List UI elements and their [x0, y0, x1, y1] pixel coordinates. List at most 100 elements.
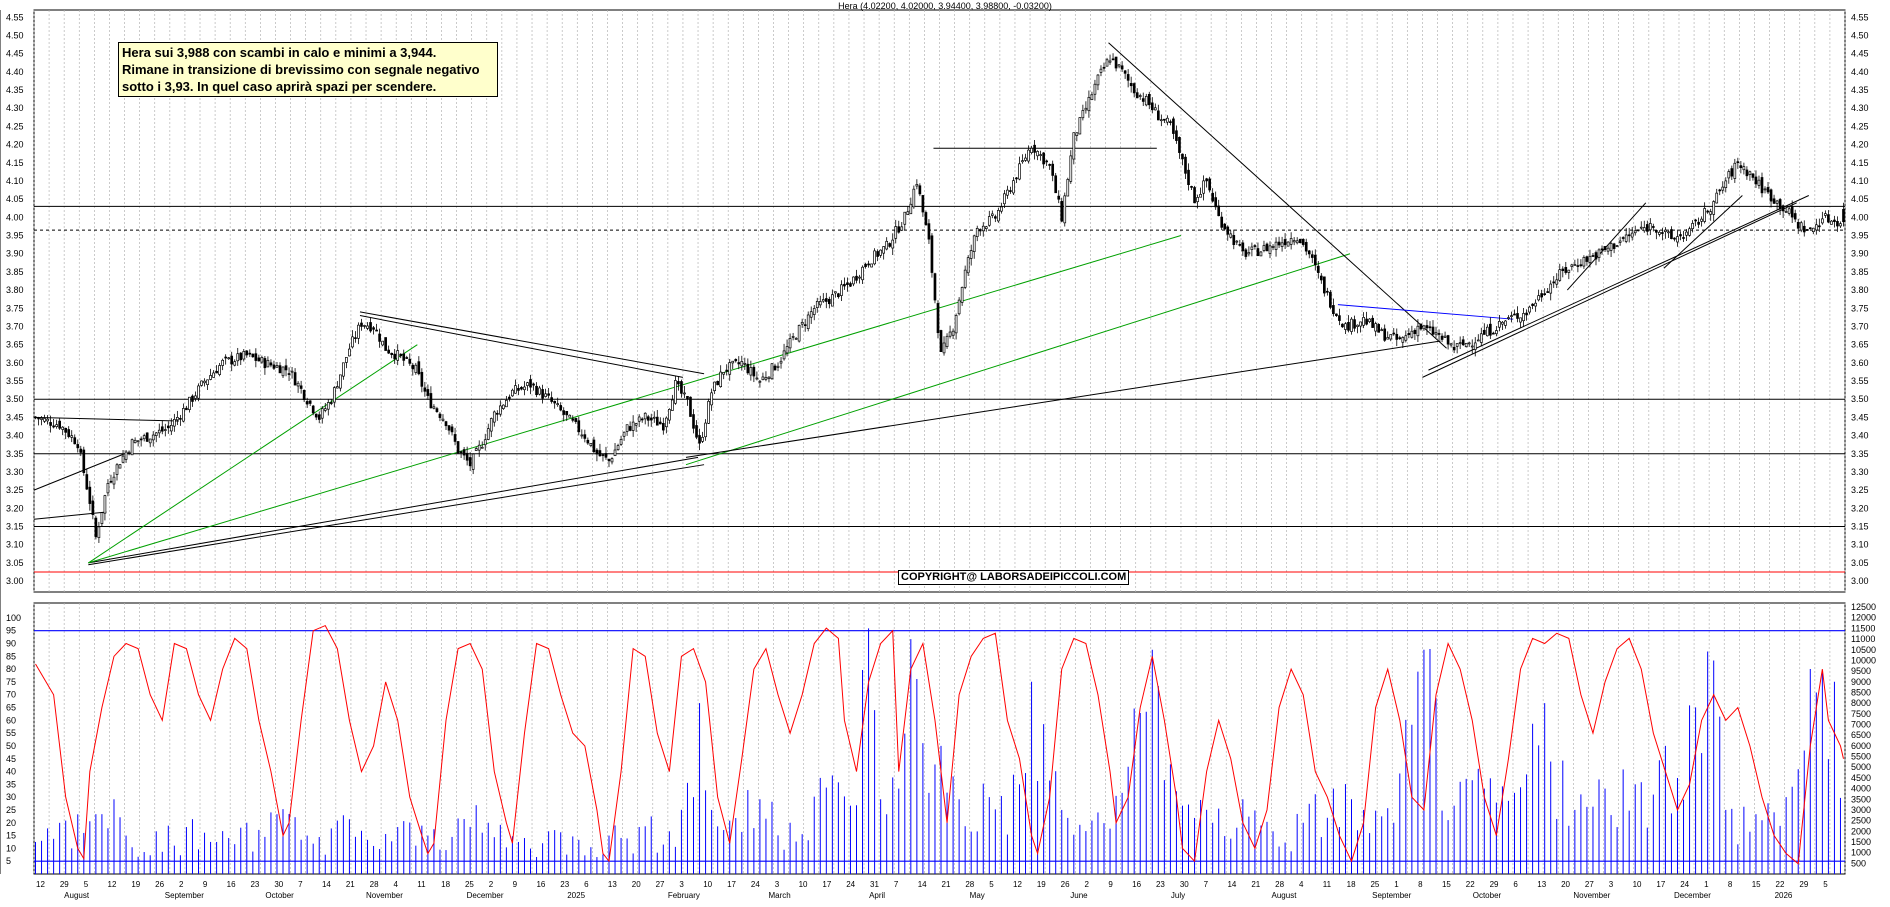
- candle-body: [1730, 168, 1734, 177]
- candle-body: [1024, 157, 1027, 161]
- price-tick-label-right: 4.50: [1851, 30, 1869, 40]
- candle-body: [1742, 166, 1746, 171]
- candle-body: [1323, 276, 1326, 294]
- candle-body: [1114, 56, 1118, 69]
- candle-body: [130, 439, 134, 456]
- candle-body: [562, 410, 566, 415]
- candle-body: [547, 393, 550, 396]
- candle-body: [1582, 257, 1586, 267]
- x-month-label: November: [1573, 891, 1610, 900]
- volume-tick-label: 5500: [1851, 752, 1871, 762]
- candle-body: [616, 445, 620, 451]
- candle-body: [707, 400, 710, 424]
- candle-body: [1184, 156, 1187, 174]
- candle-body: [900, 226, 904, 231]
- candle-body: [40, 417, 43, 420]
- candle-body: [1748, 171, 1752, 175]
- candle-body: [764, 377, 768, 380]
- candle-body: [1051, 163, 1055, 176]
- candle-body: [1700, 218, 1703, 222]
- candle-body: [1060, 200, 1064, 222]
- candle-body: [1172, 118, 1175, 134]
- candle-body: [342, 362, 345, 377]
- candle-body: [432, 406, 436, 409]
- candle-body: [1208, 178, 1211, 191]
- candle-body: [1489, 323, 1492, 336]
- candle-body: [197, 385, 200, 399]
- x-day-tick-label: 17: [727, 880, 736, 889]
- trendline: [33, 416, 179, 422]
- candle-body: [179, 417, 182, 420]
- x-month-label: 2025: [567, 891, 585, 900]
- candle-body: [308, 400, 312, 404]
- candle-body: [426, 389, 430, 396]
- x-day-tick-label: 9: [203, 880, 208, 889]
- candle-body: [773, 365, 777, 371]
- candle-body: [517, 388, 520, 391]
- candle-body: [1169, 121, 1172, 124]
- candle-body: [770, 363, 774, 380]
- candle-body: [1836, 221, 1839, 227]
- candle-body: [909, 203, 913, 215]
- candle-body: [837, 293, 840, 298]
- candle-body: [800, 321, 804, 325]
- candle-body: [227, 357, 231, 360]
- candle-body: [1419, 323, 1423, 330]
- candle-body: [480, 446, 484, 449]
- candle-body: [782, 350, 786, 360]
- candle-body: [994, 216, 997, 219]
- candle-body: [803, 324, 807, 326]
- candle-body: [649, 417, 653, 421]
- candle-body: [818, 301, 822, 306]
- candle-body: [1078, 117, 1082, 135]
- candle-body: [1802, 225, 1806, 233]
- candle-body: [136, 440, 140, 443]
- candle-body: [1482, 329, 1486, 335]
- vertical-grid: [33, 10, 1846, 874]
- volume-tick-label: 6500: [1851, 730, 1871, 740]
- trendline: [359, 315, 684, 378]
- candle-body: [1229, 233, 1233, 238]
- price-tick-label-left: 4.00: [6, 212, 24, 222]
- x-day-tick-label: 7: [894, 880, 899, 889]
- candle-body: [906, 211, 910, 215]
- candle-body: [52, 425, 55, 428]
- candle-body: [1609, 243, 1613, 251]
- candle-body: [293, 372, 297, 386]
- candle-body: [1368, 318, 1371, 323]
- candle-body: [1428, 326, 1432, 329]
- candle-body: [1591, 255, 1595, 257]
- candle-body: [553, 400, 556, 404]
- candle-body: [1371, 317, 1374, 328]
- candle-body: [598, 450, 602, 457]
- candle-body: [1069, 155, 1073, 182]
- price-tick-label-left: 3.25: [6, 485, 24, 495]
- x-day-tick-label: 6: [584, 880, 589, 889]
- candle-body: [115, 464, 119, 475]
- candle-body: [1042, 152, 1045, 165]
- candle-body: [221, 359, 224, 366]
- annotation-line-2: Rimane in transizione di brevissimo con …: [122, 62, 480, 77]
- x-day-tick-label: 19: [131, 880, 140, 889]
- candle-body: [640, 418, 644, 421]
- candle-body: [148, 438, 152, 444]
- candle-body: [348, 348, 351, 357]
- candle-body: [1123, 70, 1127, 74]
- candle-body: [372, 327, 375, 330]
- candle-body: [849, 283, 852, 287]
- price-tick-label-right: 3.95: [1851, 231, 1869, 241]
- candle-body: [1256, 248, 1260, 257]
- oscillator-tick-label: 45: [6, 754, 16, 764]
- candle-body: [1030, 147, 1033, 154]
- candle-body: [263, 358, 267, 369]
- volume-tick-label: 9000: [1851, 677, 1871, 687]
- x-day-tick-label: 1: [1704, 880, 1709, 889]
- x-month-label: June: [1070, 891, 1088, 900]
- candle-body: [1464, 342, 1468, 347]
- candle-body: [402, 353, 406, 361]
- candle-body: [230, 355, 234, 365]
- candle-body: [658, 421, 662, 425]
- candle-body: [360, 322, 363, 327]
- x-day-tick-label: 28: [370, 880, 379, 889]
- oscillator-tick-label: 30: [6, 792, 16, 802]
